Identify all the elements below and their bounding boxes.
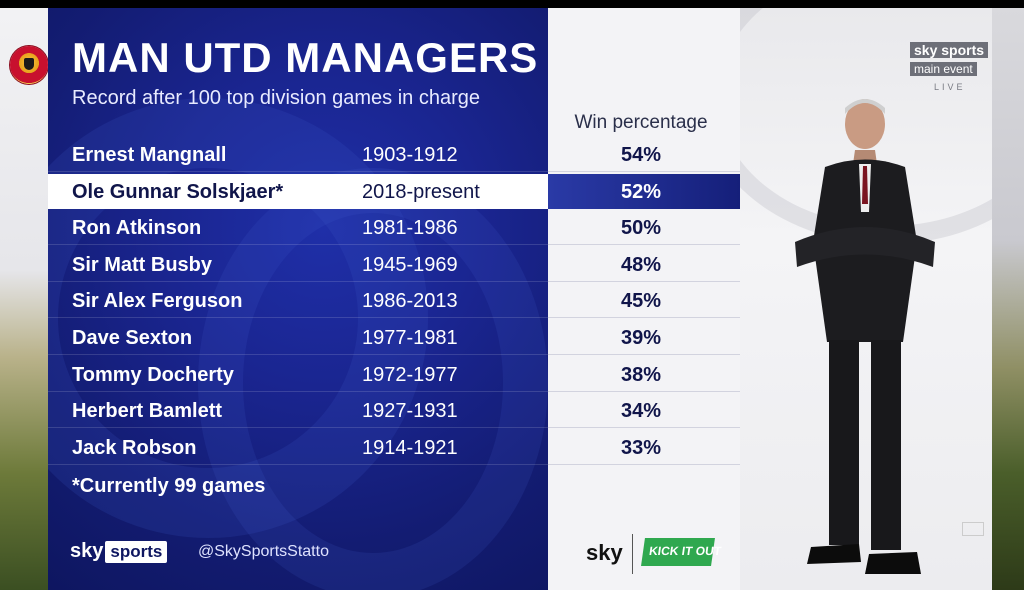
kick-it-out-text: KICK IT OUT: [648, 544, 723, 558]
twitter-handle: @SkySportsStatto: [198, 543, 329, 560]
row-divider: [48, 464, 740, 465]
table-row: Jack Robson 1914-1921 33%: [48, 430, 740, 465]
manager-years: 1927-1931: [362, 400, 458, 422]
row-divider: [48, 281, 740, 282]
table-row: Ole Gunnar Solskjaer* 2018-present 52%: [48, 174, 740, 209]
manager-years: 1981-1986: [362, 217, 458, 239]
row-divider: [48, 427, 740, 428]
win-percentage: 54%: [620, 144, 662, 166]
stadium-background-right: [992, 8, 1024, 590]
win-percentage: 50%: [620, 217, 662, 239]
win-percentage: 52%: [620, 181, 662, 203]
win-percentage: 39%: [620, 327, 662, 349]
win-percentage: 33%: [620, 437, 662, 459]
manager-years: 1977-1981: [362, 327, 458, 349]
page-title: MAN UTD MANAGERS: [72, 34, 539, 81]
row-divider: [48, 244, 740, 245]
table-row: Sir Matt Busby 1945-1969 48%: [48, 247, 740, 282]
row-divider: [548, 464, 740, 465]
channel-bug-brand: sky sports: [910, 42, 989, 58]
manager-years: 1945-1969: [362, 254, 458, 276]
sports-logo-text: sports: [105, 540, 168, 563]
row-divider: [548, 427, 740, 428]
man-utd-crest-icon: [10, 46, 48, 84]
manager-years: 1986-2013: [362, 290, 458, 312]
stadium-background-left: [0, 8, 48, 590]
manager-years: 1914-1921: [362, 437, 458, 459]
channel-bug-channel: main event: [910, 62, 977, 76]
manager-name: Ron Atkinson: [72, 217, 202, 239]
row-divider: [48, 171, 740, 172]
win-percentage: 48%: [620, 254, 662, 276]
row-divider: [548, 391, 740, 392]
sky-sports-logo: sky sports: [70, 540, 168, 564]
highlight-pct-bg: [548, 174, 740, 209]
manager-years: 1972-1977: [362, 364, 458, 386]
win-percentage: 34%: [620, 400, 662, 422]
table-row: Sir Alex Ferguson 1986-2013 45%: [48, 283, 740, 318]
manager-figure: [795, 99, 935, 574]
row-divider: [48, 391, 740, 392]
manager-name: Dave Sexton: [72, 327, 193, 349]
row-divider: [548, 281, 740, 282]
table-row: Dave Sexton 1977-1981 39%: [48, 320, 740, 355]
channel-bug-live: LIVE: [934, 82, 966, 92]
logo-divider: [632, 534, 633, 574]
manager-name: Tommy Docherty: [72, 364, 234, 386]
row-divider: [548, 354, 740, 355]
table-row: Herbert Bamlett 1927-1931 34%: [48, 393, 740, 428]
manager-name: Sir Matt Busby: [72, 254, 213, 276]
manager-name: Sir Alex Ferguson: [72, 290, 243, 312]
manager-years: 1903-1912: [362, 144, 458, 166]
manager-name: Ole Gunnar Solskjaer*: [72, 181, 284, 203]
manager-name: Ernest Mangnall: [72, 144, 227, 166]
top-black-bar: [0, 0, 1024, 8]
row-divider: [48, 317, 740, 318]
sky-partner-logo: sky: [586, 540, 623, 565]
row-divider: [548, 244, 740, 245]
row-divider: [548, 317, 740, 318]
footnote: *Currently 99 games: [72, 475, 266, 497]
manager-name: Jack Robson: [72, 437, 197, 459]
table-row: Ron Atkinson 1981-1986 50%: [48, 210, 740, 245]
win-percentage-column: [548, 8, 740, 590]
win-percentage-header: Win percentage: [574, 112, 708, 133]
manager-name: Herbert Bamlett: [72, 400, 223, 422]
win-percentage: 38%: [620, 364, 662, 386]
screen-icon: [962, 522, 984, 536]
kick-it-out-logo: KICK IT OUT: [641, 538, 722, 566]
row-divider: [48, 354, 740, 355]
sky-logo-text: sky: [70, 540, 104, 562]
table-row: Ernest Mangnall 1903-1912 54%: [48, 137, 740, 172]
manager-years: 2018-present: [362, 181, 480, 203]
win-percentage: 45%: [620, 290, 662, 312]
channel-bug: sky sports main event LIVE: [910, 42, 992, 92]
row-divider: [548, 171, 740, 172]
page-subtitle: Record after 100 top division games in c…: [72, 87, 481, 109]
table-row: Tommy Docherty 1972-1977 38%: [48, 357, 740, 392]
